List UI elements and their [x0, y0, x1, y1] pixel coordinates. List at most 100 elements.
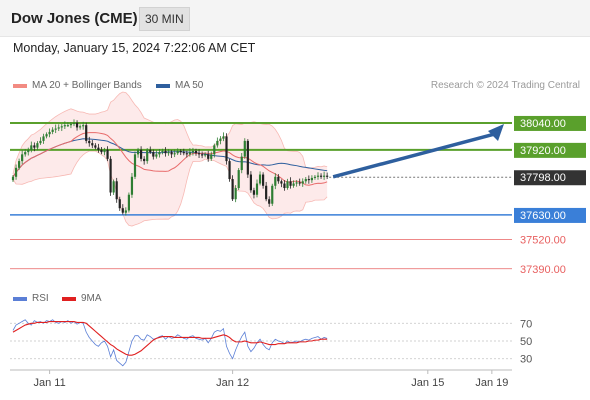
candle-body	[219, 138, 222, 141]
legend-swatch-ma20	[13, 84, 27, 88]
candle-body	[48, 131, 51, 135]
candle-body	[237, 170, 240, 189]
candle-body	[146, 149, 149, 162]
candle-body	[295, 182, 298, 184]
candle-body	[118, 199, 121, 209]
rsi-line	[12, 319, 328, 367]
rsi-tick-label: 30	[520, 354, 532, 366]
candle-body	[124, 210, 127, 213]
candle-body	[167, 152, 170, 154]
candle-body	[191, 150, 195, 153]
candle-body	[69, 124, 73, 126]
candle-body	[18, 161, 21, 168]
legend-swatch-ma50	[156, 84, 170, 88]
legend-swatch-rsi	[13, 297, 27, 301]
rsi-tick-label: 50	[520, 336, 532, 348]
candle-body	[274, 176, 277, 186]
candle-body	[307, 179, 310, 181]
candle-body	[179, 150, 182, 153]
legend-9ma: 9MA	[81, 293, 102, 304]
chart-header: Dow Jones (CME) 30 MIN	[0, 0, 590, 37]
candle-body	[313, 176, 317, 178]
candle-body	[262, 174, 265, 186]
candle-body	[106, 149, 109, 159]
candle-body	[30, 145, 33, 150]
candle-body	[201, 154, 204, 156]
candle-body	[164, 150, 167, 154]
candle-body	[109, 158, 112, 193]
level-label-pivot: 37630.00	[520, 210, 566, 222]
candle-body	[268, 199, 271, 204]
candle-body	[252, 190, 256, 195]
candle-body	[225, 136, 228, 162]
candle-body	[246, 140, 249, 175]
candle-body	[213, 145, 216, 155]
timeframe-badge[interactable]: 30 MIN	[139, 7, 190, 31]
rsi-9ma-line	[12, 320, 328, 356]
candle-body	[39, 140, 42, 144]
level-label-box	[514, 142, 586, 158]
candle-body	[82, 125, 85, 127]
candle-body	[100, 149, 103, 153]
research-credit: Research © 2024 Trading Central	[430, 80, 580, 91]
candle-body	[176, 150, 179, 154]
candle-body	[94, 145, 97, 148]
bollinger-lower-line	[12, 150, 328, 227]
candle-body	[79, 126, 82, 128]
candle-body	[36, 143, 39, 148]
forecast-arrow-head	[488, 123, 504, 141]
candle-body	[231, 179, 234, 200]
candle-body	[88, 140, 91, 144]
candle-body	[271, 185, 274, 204]
price-label-box	[514, 170, 586, 186]
legend-rsi: RSI	[32, 293, 49, 304]
level-label-resistance: 38040.00	[520, 118, 566, 130]
candle-body	[140, 149, 143, 159]
candle-body	[97, 147, 100, 150]
candle-body	[155, 154, 158, 157]
candle-body	[286, 181, 289, 189]
x-tick-label: Jan 12	[216, 377, 249, 389]
candle-body	[42, 136, 45, 141]
candle-body	[249, 174, 252, 191]
candle-body	[152, 152, 155, 157]
candle-body	[54, 128, 57, 130]
level-label-support: 37390.00	[520, 264, 566, 276]
candle-body	[63, 125, 66, 127]
candle-body	[216, 140, 219, 146]
candle-body	[210, 154, 213, 159]
candle-body	[188, 152, 191, 155]
level-label-box	[514, 115, 586, 131]
candle-body	[121, 208, 124, 213]
candle-body	[289, 181, 292, 186]
x-tick-label: Jan 11	[33, 377, 65, 389]
candle-body	[66, 125, 69, 127]
candle-body	[33, 145, 36, 148]
candle-body	[222, 136, 225, 139]
candle-body	[234, 188, 237, 200]
candle-body	[143, 158, 146, 162]
candle-body	[255, 183, 259, 195]
candle-body	[115, 181, 118, 200]
candle-body	[72, 122, 76, 125]
candle-body	[280, 181, 283, 184]
legend-ma50: MA 50	[175, 80, 204, 91]
candle-body	[14, 167, 18, 177]
candle-body	[310, 177, 313, 181]
candle-body	[243, 140, 246, 157]
candle-body	[127, 194, 130, 211]
candle-body	[51, 129, 54, 132]
candle-body	[304, 179, 307, 182]
candle-body	[103, 149, 106, 153]
rsi-tick-label: 70	[520, 318, 532, 330]
legend-ma20-bollinger: MA 20 + Bollinger Bands	[32, 80, 142, 91]
candle-body	[161, 150, 164, 153]
candle-body	[204, 154, 207, 156]
candle-body	[194, 150, 198, 154]
candle-body	[11, 176, 15, 181]
candle-body	[170, 152, 173, 155]
candle-body	[112, 181, 115, 193]
candle-body	[277, 176, 280, 182]
candle-body	[60, 126, 63, 128]
